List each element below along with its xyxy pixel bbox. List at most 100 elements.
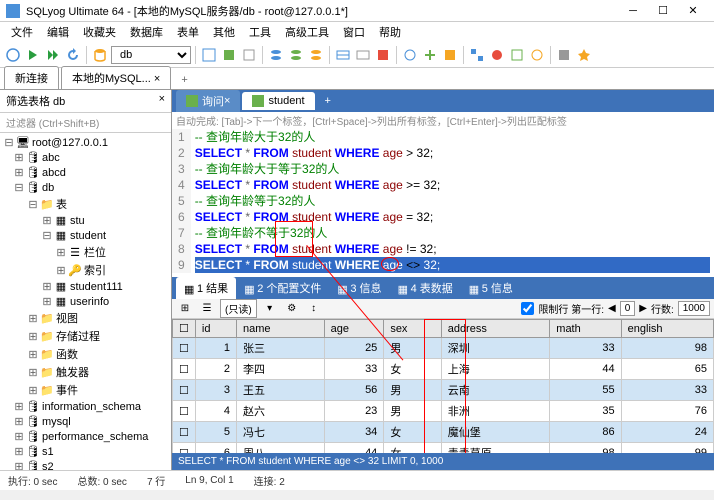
cell[interactable]: 56 [324, 380, 384, 401]
result-grid[interactable]: ☐idnameagesexaddressmathenglish☐1张三25男深圳… [172, 319, 714, 453]
row-checkbox[interactable]: ☐ [173, 401, 196, 422]
query-tab[interactable]: 询问 × [176, 90, 240, 112]
first-row-input[interactable]: 0 [620, 301, 636, 316]
menu-item[interactable]: 收藏夹 [76, 24, 123, 40]
column-header[interactable]: english [621, 320, 713, 338]
row-count-input[interactable]: 1000 [678, 301, 710, 316]
export-icon[interactable]: ▾ [261, 300, 279, 318]
cell[interactable]: 云南 [441, 380, 550, 401]
cell[interactable]: 99 [621, 443, 713, 454]
tool-icon[interactable] [508, 46, 526, 64]
cell[interactable]: 男 [384, 380, 441, 401]
cell[interactable]: 深圳 [441, 338, 550, 359]
cell[interactable]: 非洲 [441, 401, 550, 422]
result-tab[interactable]: ▦4 表数据 [390, 277, 461, 299]
cell[interactable]: 男 [384, 338, 441, 359]
tree-item[interactable]: ⊟🖥root@127.0.0.1 [0, 135, 171, 150]
menu-item[interactable]: 高级工具 [278, 24, 336, 40]
maximize-button[interactable]: ☐ [648, 1, 678, 21]
tree-item[interactable]: ⊞🛢mysql [0, 414, 171, 429]
result-tab[interactable]: ▦3 信息 [329, 277, 389, 299]
row-checkbox[interactable]: ☐ [173, 380, 196, 401]
tree-item[interactable]: ⊞📁存储过程 [0, 327, 171, 345]
tree-item[interactable]: ⊞▦student111 [0, 279, 171, 294]
menu-item[interactable]: 其他 [206, 24, 242, 40]
tree-item[interactable]: ⊟🛢db [0, 180, 171, 195]
cell[interactable]: 44 [324, 443, 384, 454]
menu-item[interactable]: 编辑 [40, 24, 76, 40]
code-line[interactable]: SELECT * FROM student WHERE age > 32; [195, 145, 710, 161]
tree-item[interactable]: ⊞🛢information_schema [0, 399, 171, 414]
code-line[interactable]: SELECT * FROM student WHERE age <> 32; [195, 257, 710, 273]
readonly-select[interactable]: (只读) [220, 299, 257, 318]
cell[interactable]: 33 [621, 380, 713, 401]
row-checkbox[interactable]: ☐ [173, 443, 196, 454]
code-area[interactable]: -- 查询年龄大于32的人SELECT * FROM student WHERE… [191, 129, 714, 273]
filter-input[interactable]: 过滤器 (Ctrl+Shift+B) [0, 113, 171, 133]
menu-item[interactable]: 表单 [170, 24, 206, 40]
tool-icon[interactable] [200, 46, 218, 64]
cell[interactable]: 25 [324, 338, 384, 359]
result-tab[interactable]: ▦5 信息 [461, 277, 521, 299]
limit-checkbox[interactable] [521, 302, 534, 315]
code-line[interactable]: -- 查询年龄不等于32的人 [195, 225, 710, 241]
column-header[interactable]: math [550, 320, 621, 338]
cell[interactable]: 赵六 [236, 401, 324, 422]
tree-item[interactable]: ⊞🛢abcd [0, 165, 171, 180]
connection-tab[interactable]: 本地的MySQL... × [61, 66, 171, 89]
close-button[interactable]: ✕ [678, 1, 708, 21]
cell[interactable]: 35 [550, 401, 621, 422]
menu-item[interactable]: 文件 [4, 24, 40, 40]
cell[interactable]: 4 [195, 401, 236, 422]
cell[interactable]: 王五 [236, 380, 324, 401]
add-query-tab[interactable]: + [317, 92, 339, 110]
tool-icon[interactable] [555, 46, 573, 64]
cell[interactable]: 李四 [236, 359, 324, 380]
tool-icon[interactable] [354, 46, 372, 64]
tool-icon[interactable] [441, 46, 459, 64]
cell[interactable]: 86 [550, 422, 621, 443]
column-header[interactable]: id [195, 320, 236, 338]
database-select[interactable]: db [111, 46, 191, 64]
tool-icon[interactable] [287, 46, 305, 64]
form-icon[interactable]: ☰ [198, 300, 216, 318]
tree-item[interactable]: ⊞📁事件 [0, 381, 171, 399]
cell[interactable]: 34 [324, 422, 384, 443]
db-icon[interactable] [91, 46, 109, 64]
column-header[interactable]: age [324, 320, 384, 338]
tree-item[interactable]: ⊞🛢performance_schema [0, 429, 171, 444]
cell[interactable]: 女 [384, 422, 441, 443]
add-tab-button[interactable]: + [173, 71, 195, 89]
tree-item[interactable]: ⊟📁表 [0, 195, 171, 213]
cell[interactable]: 65 [621, 359, 713, 380]
new-conn-icon[interactable] [4, 46, 22, 64]
tree-item[interactable]: ⊞📁触发器 [0, 363, 171, 381]
execute-icon[interactable] [24, 46, 42, 64]
tool-icon[interactable] [334, 46, 352, 64]
cell[interactable]: 55 [550, 380, 621, 401]
tool-icon[interactable] [307, 46, 325, 64]
cell[interactable]: 76 [621, 401, 713, 422]
cell[interactable]: 女 [384, 443, 441, 454]
tool-icon[interactable] [267, 46, 285, 64]
tree-item[interactable]: ⊞🛢s2 [0, 459, 171, 470]
code-line[interactable]: -- 查询年龄等于32的人 [195, 193, 710, 209]
tool-icon[interactable] [488, 46, 506, 64]
tool-icon[interactable] [240, 46, 258, 64]
tree-item[interactable]: ⊞☰栏位 [0, 243, 171, 261]
tool-icon[interactable] [220, 46, 238, 64]
minimize-button[interactable]: ─ [618, 1, 648, 21]
checkbox-header[interactable]: ☐ [173, 320, 196, 338]
cell[interactable]: 6 [195, 443, 236, 454]
cell[interactable]: 1 [195, 338, 236, 359]
student-tab[interactable]: student [242, 92, 314, 110]
tree-item[interactable]: ⊞🛢abc [0, 150, 171, 165]
cell[interactable]: 青青草原 [441, 443, 550, 454]
tree-item[interactable]: ⊞📁函数 [0, 345, 171, 363]
close-tab-icon[interactable]: × [154, 73, 160, 85]
cell[interactable]: 冯七 [236, 422, 324, 443]
column-header[interactable]: name [236, 320, 324, 338]
cell[interactable]: 23 [324, 401, 384, 422]
code-line[interactable]: -- 查询年龄大于32的人 [195, 129, 710, 145]
sql-editor[interactable]: 自动完成: [Tab]->下一个标签，[Ctrl+Space]->列出所有标签，… [172, 112, 714, 273]
